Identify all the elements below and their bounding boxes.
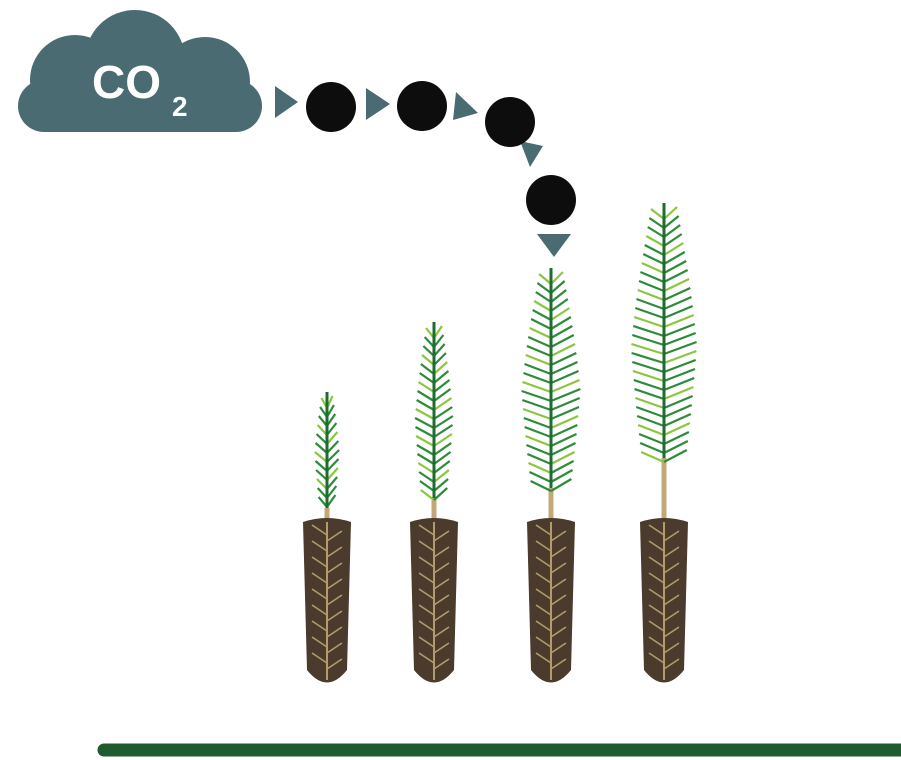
needle bbox=[635, 398, 664, 408]
needle bbox=[633, 371, 664, 381]
needle bbox=[639, 281, 664, 291]
needle bbox=[528, 337, 551, 347]
needle bbox=[522, 391, 551, 401]
needle bbox=[419, 472, 434, 482]
needle bbox=[527, 346, 551, 356]
needle bbox=[421, 490, 434, 500]
seedlings bbox=[303, 203, 697, 683]
seedling bbox=[631, 203, 696, 683]
cloud-label: CO bbox=[92, 56, 161, 108]
needle bbox=[422, 355, 434, 365]
needle bbox=[635, 389, 664, 399]
needle bbox=[418, 391, 434, 401]
illustration: CO 2 bbox=[0, 0, 901, 760]
needle bbox=[525, 364, 551, 374]
needle bbox=[415, 418, 434, 428]
needle bbox=[646, 236, 664, 246]
needle bbox=[528, 463, 551, 473]
needle bbox=[526, 355, 551, 365]
needle bbox=[551, 272, 563, 284]
needle bbox=[420, 373, 434, 383]
needle bbox=[315, 452, 327, 462]
needle bbox=[531, 481, 551, 491]
needle bbox=[526, 436, 551, 446]
needle bbox=[421, 364, 434, 374]
needle bbox=[419, 382, 434, 392]
seedling bbox=[522, 268, 581, 683]
needle bbox=[664, 207, 677, 219]
needle bbox=[651, 209, 664, 219]
needle bbox=[631, 344, 664, 354]
needle bbox=[642, 263, 664, 273]
needle bbox=[533, 310, 551, 320]
needle bbox=[418, 463, 434, 473]
needle bbox=[632, 335, 664, 345]
needle bbox=[522, 400, 551, 410]
needle bbox=[640, 443, 664, 453]
needle bbox=[639, 434, 664, 444]
needle bbox=[417, 454, 434, 464]
needle bbox=[634, 317, 664, 327]
needle bbox=[417, 445, 434, 455]
needle bbox=[637, 416, 664, 426]
needle bbox=[638, 425, 664, 435]
needle bbox=[645, 245, 664, 255]
needle bbox=[539, 274, 551, 284]
needle bbox=[529, 472, 551, 482]
needle bbox=[522, 382, 551, 392]
needle bbox=[649, 218, 664, 228]
cloud-subscript: 2 bbox=[172, 91, 188, 122]
needle bbox=[648, 227, 664, 237]
needle bbox=[643, 254, 664, 264]
needle bbox=[635, 308, 664, 318]
seedling bbox=[410, 322, 458, 683]
needle bbox=[416, 409, 434, 419]
needle bbox=[641, 452, 664, 462]
needle bbox=[632, 362, 664, 372]
needle bbox=[536, 292, 551, 302]
needle bbox=[524, 418, 551, 428]
needle bbox=[636, 299, 664, 309]
needle bbox=[534, 301, 551, 311]
needle bbox=[530, 328, 551, 338]
needle bbox=[537, 283, 551, 293]
needle bbox=[634, 380, 664, 390]
needle bbox=[636, 407, 664, 417]
needle bbox=[416, 427, 434, 437]
needle bbox=[523, 373, 551, 383]
needle bbox=[416, 436, 434, 446]
needle bbox=[633, 326, 664, 336]
needle bbox=[417, 400, 434, 410]
needle bbox=[316, 443, 327, 453]
needle bbox=[527, 454, 551, 464]
needle bbox=[523, 409, 551, 419]
needle bbox=[317, 434, 327, 444]
needle bbox=[420, 481, 434, 491]
needle bbox=[423, 346, 434, 356]
needle bbox=[525, 427, 551, 437]
needle bbox=[632, 353, 664, 363]
needle bbox=[531, 319, 551, 329]
seedling bbox=[303, 392, 351, 683]
needle bbox=[640, 272, 664, 282]
needle bbox=[526, 445, 551, 455]
needle bbox=[638, 290, 664, 300]
